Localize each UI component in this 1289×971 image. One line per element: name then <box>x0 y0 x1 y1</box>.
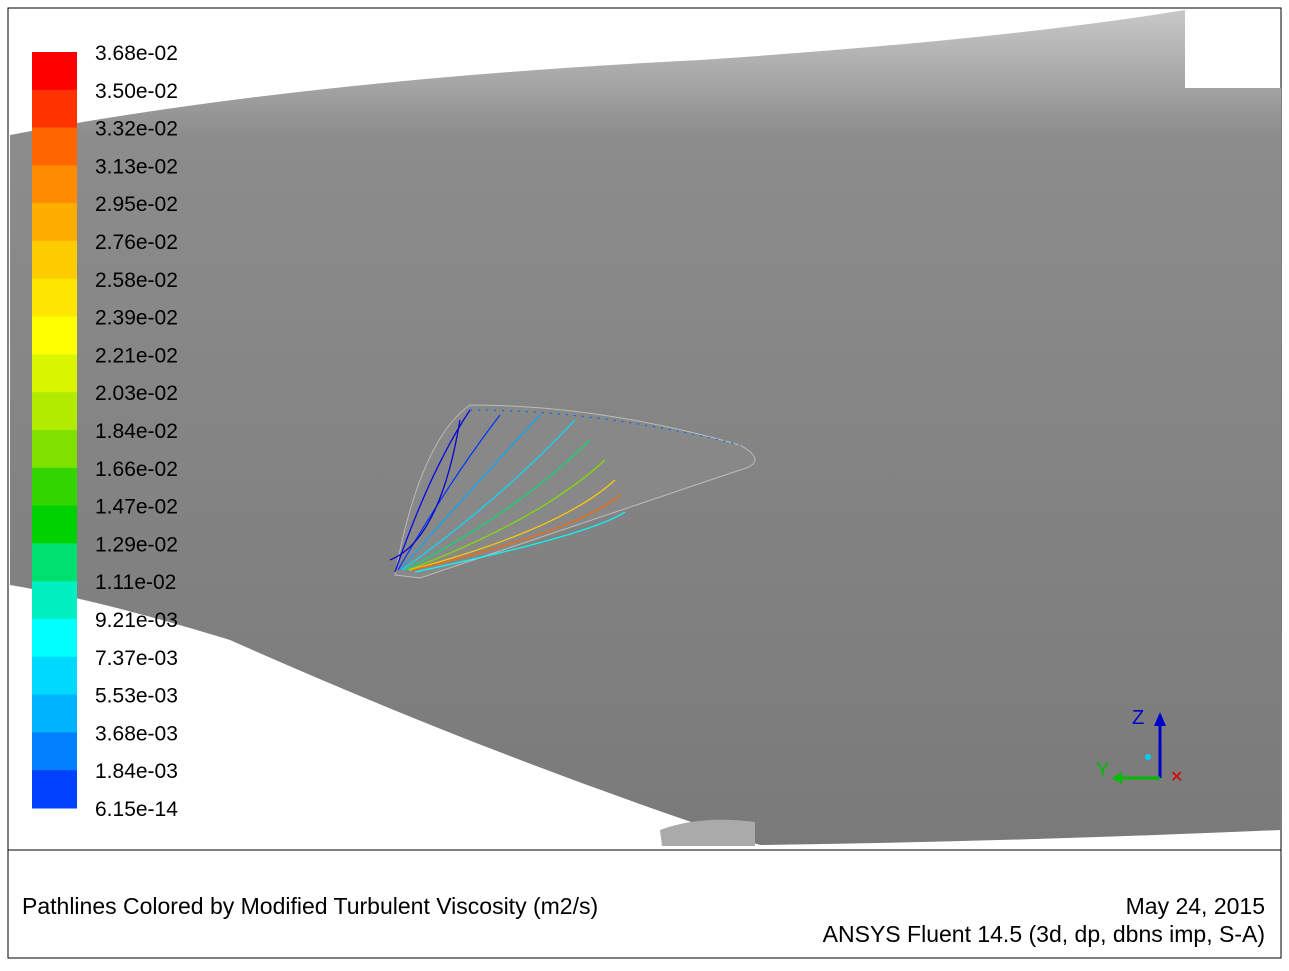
legend-label: 3.50e-02 <box>95 80 178 103</box>
legend-label: 9.21e-03 <box>95 609 178 632</box>
color-band <box>32 694 77 733</box>
y-arrow <box>1112 772 1122 784</box>
color-band <box>32 656 77 696</box>
legend-label: 2.95e-02 <box>95 193 178 216</box>
color-band <box>32 52 77 91</box>
fin <box>660 819 755 846</box>
footer-date: May 24, 2015 <box>1126 893 1265 919</box>
legend-label: 3.32e-02 <box>95 118 178 141</box>
footer-title: Pathlines Colored by Modified Turbulent … <box>22 893 598 919</box>
color-band <box>32 770 77 809</box>
colormap-legend: 3.68e-02 3.50e-02 3.32e-02 3.13e-02 2.95e-02… <box>32 42 178 821</box>
color-band <box>32 127 77 166</box>
color-band <box>32 89 77 129</box>
axis-triad: ✕ Z Y <box>1096 707 1183 786</box>
color-band <box>32 392 77 431</box>
legend-label: 7.37e-03 <box>95 647 178 670</box>
legend-label: 1.84e-03 <box>95 760 178 783</box>
color-band <box>32 203 77 242</box>
legend-label: 3.68e-03 <box>95 722 178 745</box>
triad-dot <box>1145 754 1151 760</box>
color-band <box>32 581 77 620</box>
legend-label: 1.47e-02 <box>95 496 178 519</box>
color-band <box>32 505 77 544</box>
color-band <box>32 354 77 393</box>
legend-label: 6.15e-14 <box>95 798 178 821</box>
legend-label: 3.13e-02 <box>95 155 178 178</box>
legend-label: 2.39e-02 <box>95 307 178 330</box>
legend-label: 2.03e-02 <box>95 382 178 405</box>
footer-version: ANSYS Fluent 14.5 (3d, dp, dbns imp, S-A… <box>823 921 1265 947</box>
color-band <box>32 467 77 507</box>
legend-label: 2.76e-02 <box>95 231 178 254</box>
color-band <box>32 732 77 771</box>
color-band <box>32 430 77 469</box>
legend-label: 1.29e-02 <box>95 533 178 556</box>
z-label: Z <box>1132 707 1144 729</box>
legend-label: 1.11e-02 <box>95 571 176 594</box>
legend-label: 2.21e-02 <box>95 344 178 367</box>
x-axis-mark: ✕ <box>1170 769 1183 786</box>
z-arrow <box>1154 712 1166 726</box>
color-band <box>32 316 77 355</box>
color-band <box>32 278 77 318</box>
color-band <box>32 543 77 582</box>
color-band <box>32 165 77 204</box>
legend-label: 2.58e-02 <box>95 269 178 292</box>
legend-label: 1.84e-02 <box>95 420 178 443</box>
y-label: Y <box>1096 759 1109 781</box>
legend-label: 3.68e-02 <box>95 42 178 65</box>
color-band <box>32 241 77 280</box>
color-band <box>32 619 77 658</box>
legend-label: 5.53e-03 <box>95 685 178 708</box>
legend-label: 1.66e-02 <box>95 458 178 481</box>
pathlines <box>389 409 741 573</box>
